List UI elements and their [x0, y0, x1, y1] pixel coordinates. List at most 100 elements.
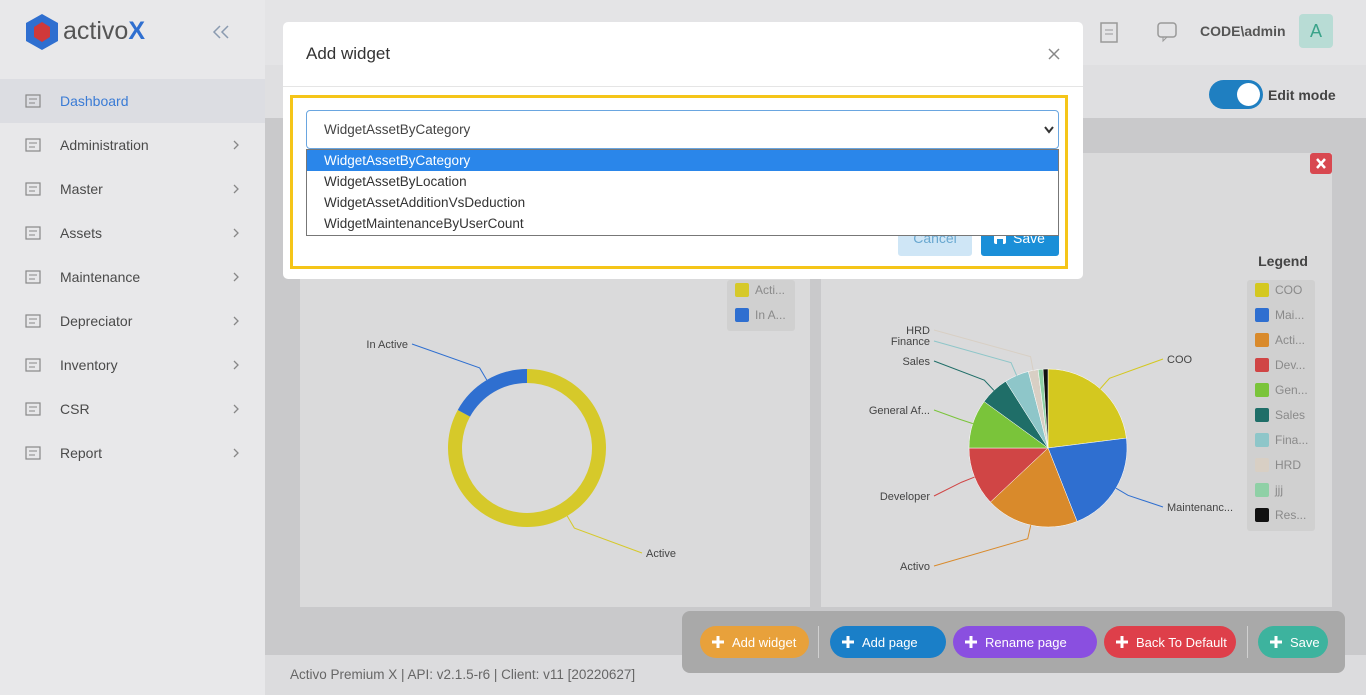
user-name[interactable]: CODE\admin [1200, 23, 1286, 39]
toolbar-button[interactable]: Rename page [953, 626, 1097, 658]
highlight-box [290, 95, 1068, 269]
nav-item[interactable]: Inventory [0, 343, 265, 387]
modal: Add widget Cancel Save WidgetAssetByCate… [283, 22, 1083, 279]
nav-item[interactable]: Master [0, 167, 265, 211]
slice [1042, 368, 1049, 449]
legend-label: Sales [1275, 408, 1305, 422]
slice-label: Developer [880, 491, 930, 503]
legend-label: HRD [1275, 458, 1301, 472]
dropdown-option[interactable]: WidgetAssetByCategory [307, 150, 1058, 171]
slice-label: COO [1167, 354, 1193, 366]
nav-label: Report [60, 445, 103, 461]
slice [1047, 368, 1127, 449]
nav-item[interactable]: Administration [0, 123, 265, 167]
sidebar: activoX Dashboard Administration Master Ass… [0, 0, 265, 695]
close-button[interactable] [1047, 47, 1061, 61]
separator [818, 626, 819, 658]
avatar[interactable]: A [1299, 14, 1333, 48]
dropdown-list: WidgetAssetByCategory WidgetAssetByLocati… [306, 149, 1059, 236]
nav-label: Maintenance [60, 269, 141, 285]
dropdown-option[interactable]: WidgetAssetByLocation [324, 174, 467, 189]
toolbar-button[interactable]: Add page [830, 626, 946, 658]
chat-icon[interactable] [1155, 20, 1179, 44]
nav-item[interactable]: Maintenance [0, 255, 265, 299]
toolbar-button[interactable]: Back To Default [1104, 626, 1236, 658]
legend-swatch [1255, 283, 1269, 297]
slice [968, 447, 1049, 503]
nav-label: Assets [60, 225, 103, 241]
leader-line [933, 329, 1034, 371]
dropdown-option[interactable]: WidgetAssetAdditionVsDeduction [324, 195, 526, 210]
modal-title: Add widget [306, 44, 391, 63]
edit-mode-label: Edit mode [1268, 87, 1336, 103]
button-label: Save [1290, 634, 1320, 650]
toolbar-button[interactable]: Add widget [700, 626, 809, 658]
slice-label: HRD [906, 325, 930, 337]
leader-line [1115, 487, 1164, 508]
nav-label: Dashboard [60, 93, 129, 109]
leader-line [933, 409, 974, 425]
legend-label: Acti... [755, 283, 785, 297]
leader-line [933, 476, 975, 497]
legend-swatch [1255, 508, 1269, 522]
leader-line [933, 360, 995, 391]
nav-item[interactable]: Report [0, 431, 265, 475]
legend-swatch [735, 308, 749, 322]
slice-label: General Af... [869, 405, 930, 417]
nav-label: Inventory [60, 357, 118, 373]
legend-label: COO [1275, 283, 1302, 297]
nav-label: CSR [60, 401, 90, 417]
legend-label: Res... [1275, 508, 1306, 522]
slice-label: Activo [900, 561, 930, 573]
legend-swatch [1255, 358, 1269, 372]
legend-label: Gen... [1275, 383, 1308, 397]
footer-text: Activo Premium X | API: v2.1.5-r6 | Clie… [290, 667, 636, 682]
slice [457, 369, 527, 417]
brand: activoX [63, 17, 145, 46]
legend-swatch [1255, 458, 1269, 472]
edit-mode-toggle[interactable] [1209, 80, 1263, 109]
slice-label: Maintenanc... [1167, 502, 1233, 514]
legend-swatch [735, 283, 749, 297]
widget-select[interactable]: WidgetAssetByCategory [306, 110, 1059, 149]
button-label: Back To Default [1136, 634, 1227, 650]
slice [1047, 437, 1128, 522]
leader-line [933, 340, 1018, 376]
nav-label: Depreciator [60, 313, 133, 329]
legend-swatch [1255, 308, 1269, 322]
leader-line [411, 343, 488, 381]
nav-item[interactable]: Depreciator [0, 299, 265, 343]
button-label: Add page [862, 634, 918, 650]
legend-swatch [1255, 433, 1269, 447]
button-label: Rename page [985, 634, 1067, 650]
collapse-icon[interactable] [211, 24, 231, 40]
legend-label: Dev... [1275, 358, 1305, 372]
slice [990, 447, 1078, 528]
nav-item[interactable]: Dashboard [0, 79, 265, 123]
legend-swatch [1255, 383, 1269, 397]
legend-label: Acti... [1275, 333, 1305, 347]
toolbar-button[interactable]: Save [1258, 626, 1328, 658]
logo-icon [26, 14, 58, 50]
brand-text: activo [63, 17, 129, 45]
clipboard-icon[interactable] [1097, 20, 1121, 44]
legend-swatch [1255, 333, 1269, 347]
legend-title: Legend [1258, 253, 1308, 269]
remove-widget[interactable] [1310, 153, 1332, 174]
nav-label: Master [60, 181, 103, 197]
separator [1247, 626, 1248, 658]
leader-line [933, 524, 1032, 567]
slice-label: Sales [902, 356, 930, 368]
legend-swatch [1255, 408, 1269, 422]
nav-item[interactable]: Assets [0, 211, 265, 255]
nav-item[interactable]: CSR [0, 387, 265, 431]
legend-swatch [1255, 483, 1269, 497]
divider [283, 86, 1083, 87]
leader-line [1099, 358, 1164, 390]
slice-label: Active [646, 548, 676, 560]
nav-label: Administration [60, 137, 149, 153]
dropdown-option[interactable]: WidgetMaintenanceByUserCount [324, 216, 524, 231]
leader-line [566, 515, 643, 554]
